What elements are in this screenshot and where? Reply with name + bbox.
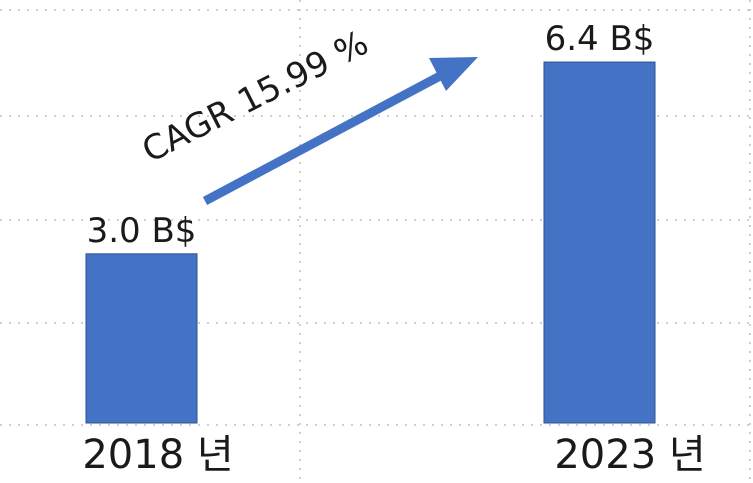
value-labels: 3.0 B$ 6.4 B$ <box>87 19 655 251</box>
category-label-0: 2018 년 <box>82 432 233 478</box>
bar-0 <box>85 253 198 424</box>
data-label-1: 6.4 B$ <box>545 19 655 59</box>
cagr-arrow <box>202 57 478 205</box>
category-labels: 2018 년 2023 년 <box>82 432 705 478</box>
data-label-0: 3.0 B$ <box>87 211 197 251</box>
cagr-annotation: CAGR 15.99 % <box>136 23 375 171</box>
arrow-shaft <box>202 72 443 205</box>
arrow-head <box>429 57 478 91</box>
category-label-1: 2023 년 <box>554 432 705 478</box>
bar-1 <box>543 61 656 424</box>
bars <box>85 61 656 424</box>
